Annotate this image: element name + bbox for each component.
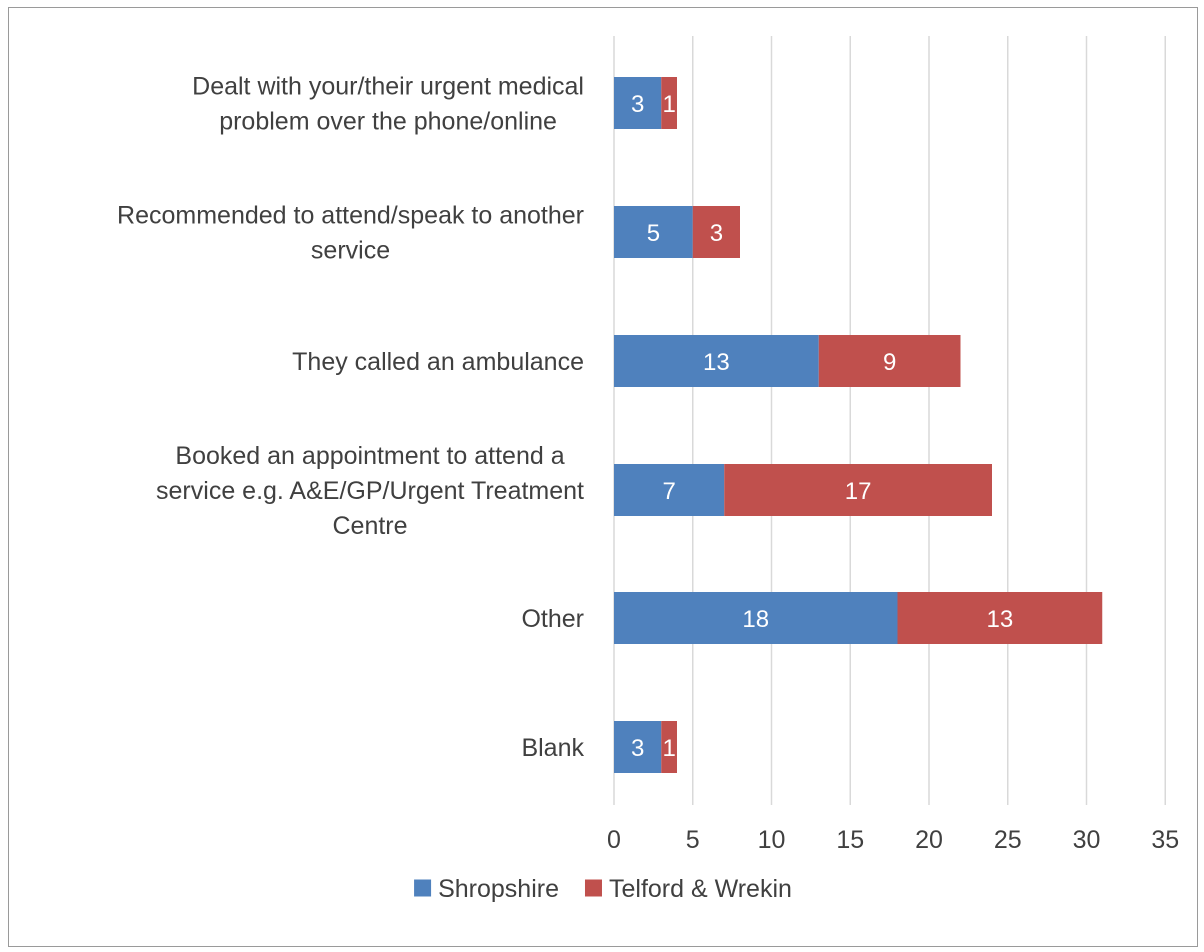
data-label: 3 [710,220,723,247]
legend-label: Telford & Wrekin [609,875,792,903]
data-label: 3 [631,91,644,118]
x-tick-label: 15 [836,826,864,854]
category-label-line: Other [521,605,584,633]
legend-label: Shropshire [438,875,559,903]
bar-shropshire [614,464,725,516]
bar-telford-wrekin [724,464,992,516]
category-label: Dealt with your/their urgent medical prob… [192,73,584,136]
data-label: 13 [703,349,730,376]
category-label-line: problem over the phone/online [219,108,557,136]
category-label-line: They called an ambulance [292,348,584,376]
data-label: 7 [662,478,675,505]
bar-shropshire [614,77,662,129]
bar-shropshire [614,335,819,387]
data-label: 5 [647,220,660,247]
bar-telford-wrekin [897,592,1103,644]
data-label: 1 [662,735,675,762]
category-label: Other [521,605,584,633]
bar-shropshire [614,206,693,258]
category-label-line: Booked an appointment to attend a [175,442,564,470]
chart-frame [8,7,1198,947]
category-label: Recommended to attend/speak to another se… [117,202,584,265]
category-label-line: service e.g. A&E/GP/Urgent Treatment [156,477,584,505]
category-label: Blank [521,734,584,762]
bar-telford-wrekin [692,206,740,258]
legend-swatch-telford-wrekin [584,879,602,897]
data-label: 3 [631,735,644,762]
x-tick-label: 30 [1073,826,1101,854]
x-tick-label: 35 [1151,826,1179,854]
category-label-line: Recommended to attend/speak to another [117,202,584,230]
category-label-line: Dealt with your/their urgent medical [192,73,584,101]
category-label: They called an ambulance [292,348,584,376]
data-label: 17 [845,478,872,505]
x-tick-label: 25 [994,826,1022,854]
x-tick-label: 5 [686,826,700,854]
bar-shropshire [614,592,898,644]
bar-telford-wrekin [661,721,677,773]
legend-swatch-shropshire [414,879,432,897]
data-label: 18 [742,606,769,633]
category-label: Booked an appointment to attend a service… [156,442,584,540]
x-tick-label: 0 [607,826,621,854]
category-label-line: Blank [521,734,584,762]
data-label: 1 [662,91,675,118]
category-label-line: service [311,237,390,265]
category-label-line: Centre [332,512,407,540]
bar-telford-wrekin [818,335,961,387]
x-tick-label: 20 [915,826,943,854]
bar-shropshire [614,721,662,773]
data-label: 13 [987,606,1014,633]
x-tick-label: 10 [758,826,786,854]
bar-telford-wrekin [661,77,677,129]
data-label: 9 [883,349,896,376]
